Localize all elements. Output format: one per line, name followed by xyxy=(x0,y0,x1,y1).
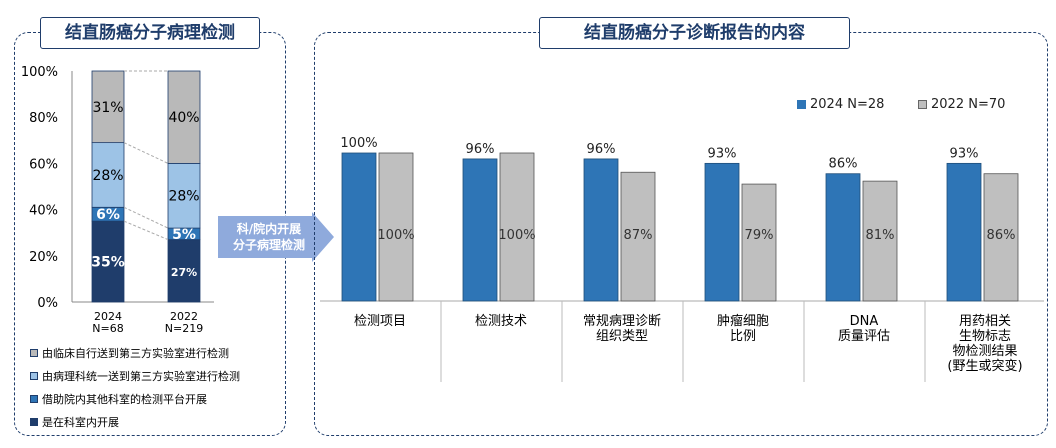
x-category-label: 检测技术 xyxy=(475,314,527,329)
legend-2022-swatch xyxy=(918,100,927,109)
bar-2022 xyxy=(499,152,535,302)
segment-label: 28% xyxy=(168,189,199,205)
left-legend-item: 由临床自行送到第三方实验室进行检测 xyxy=(30,345,229,361)
x-category-label: 常规病理诊断 xyxy=(583,314,661,329)
bar-value-label: 87% xyxy=(624,228,653,243)
left-panel-title: 结直肠癌分子病理检测 xyxy=(40,17,260,49)
segment-label: 28% xyxy=(92,168,123,184)
bar-value-label: 93% xyxy=(950,146,979,161)
legend-2024: 2024 N=28 xyxy=(797,97,884,112)
bar-2024 xyxy=(825,173,861,302)
legend-label: 由病理科统一送到第三方实验室进行检测 xyxy=(42,370,240,383)
bar-value-label: 96% xyxy=(587,142,616,157)
y-tick-label: 80% xyxy=(29,111,58,126)
segment-label: 6% xyxy=(96,207,120,223)
legend-swatch xyxy=(30,418,38,426)
x-category-label: 2024 xyxy=(94,310,122,323)
left-legend-item: 由病理科统一送到第三方实验室进行检测 xyxy=(30,368,240,384)
segment-label: 40% xyxy=(168,110,199,126)
bar-2022 xyxy=(378,152,414,302)
x-category-label: (野生或突变) xyxy=(947,358,1022,374)
bar-value-label: 93% xyxy=(708,146,737,161)
x-category-label: 质量评估 xyxy=(838,329,890,344)
x-category-label: 组织类型 xyxy=(596,329,648,344)
bar-2022 xyxy=(983,173,1019,302)
x-category-label: 肿瘤细胞 xyxy=(717,313,769,329)
bar-2022 xyxy=(620,171,656,302)
bar-2024 xyxy=(946,162,982,302)
arrow-shape xyxy=(218,212,334,262)
arrow-label-line1: 科/院内开展 xyxy=(236,222,302,236)
bar-2024 xyxy=(583,158,619,302)
bar-2022 xyxy=(862,180,898,302)
legend-2022-label: 2022 N=70 xyxy=(931,97,1006,112)
x-category-label: DNA xyxy=(850,314,879,329)
bar-value-label: 81% xyxy=(866,228,895,243)
x-category-label: 检测项目 xyxy=(354,314,406,329)
legend-swatch xyxy=(30,395,38,403)
segment-label: 35% xyxy=(91,255,125,271)
legend-swatch xyxy=(30,349,38,357)
connector-line xyxy=(123,142,169,164)
x-category-label: N=68 xyxy=(92,322,123,335)
y-tick-label: 40% xyxy=(29,204,58,219)
legend-label: 是在科室内开展 xyxy=(42,416,119,429)
legend-2024-label: 2024 N=28 xyxy=(810,97,885,112)
x-category-label: 比例 xyxy=(730,329,756,344)
legend-swatch xyxy=(30,372,38,380)
legend-2024-swatch xyxy=(797,100,806,109)
left-legend-item: 是在科室内开展 xyxy=(30,414,119,430)
bar-value-label: 100% xyxy=(498,228,535,243)
stacked-bar-chart: 0% 20% 40% 60% 80% 100% 35% 6% 28% 31% 27% 5% 28% 40%… xyxy=(21,65,214,335)
y-tick-label: 60% xyxy=(29,157,58,172)
y-tick-label: 20% xyxy=(29,250,58,265)
bar-2022 xyxy=(741,183,777,302)
y-tick-label: 0% xyxy=(37,296,58,311)
bar-value-label: 100% xyxy=(377,228,414,243)
y-tick-label: 100% xyxy=(21,65,58,80)
segment-label: 5% xyxy=(172,227,196,243)
bar-2024 xyxy=(341,152,377,302)
bar-value-label: 79% xyxy=(745,228,774,243)
bar-value-label: 96% xyxy=(466,142,495,157)
x-category-label: 生物标志 xyxy=(959,329,1011,344)
segment-label: 31% xyxy=(92,100,123,116)
left-legend-item: 借助院内其他科室的检测平台开展 xyxy=(30,391,207,407)
x-category-label: 用药相关 xyxy=(959,314,1011,329)
bar-value-label: 86% xyxy=(987,228,1016,243)
right-panel-title: 结直肠癌分子诊断报告的内容 xyxy=(539,17,850,49)
stack-segment xyxy=(91,220,125,303)
arrow-label-line2: 分子病理检测 xyxy=(232,238,305,252)
stack-segment xyxy=(167,239,201,303)
connector-line xyxy=(123,206,169,229)
legend-2022: 2022 N=70 xyxy=(918,97,1005,112)
stack-segment xyxy=(91,142,125,208)
stack-segment xyxy=(91,70,125,144)
x-category-label: N=219 xyxy=(165,322,203,335)
legend-label: 由临床自行送到第三方实验室进行检测 xyxy=(42,347,229,360)
x-category-label: 2022 xyxy=(170,310,198,323)
stack-segment xyxy=(167,163,201,229)
x-category-label: 物检测结果 xyxy=(952,344,1017,359)
bar-value-label: 86% xyxy=(829,157,858,172)
segment-label: 27% xyxy=(171,266,197,279)
legend-label: 借助院内其他科室的检测平台开展 xyxy=(42,393,207,406)
connector-line xyxy=(123,220,169,241)
bar-2024 xyxy=(704,162,740,302)
bar-2024 xyxy=(462,158,498,302)
bar-value-label: 100% xyxy=(340,136,377,151)
stack-segment xyxy=(167,70,201,164)
